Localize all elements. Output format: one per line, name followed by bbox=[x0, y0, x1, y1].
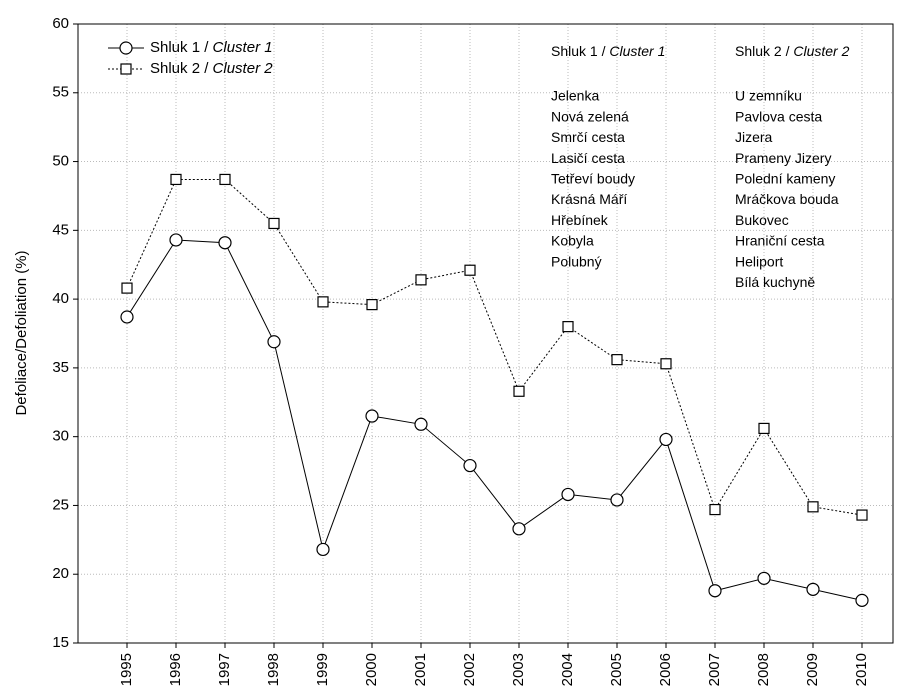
data-point bbox=[562, 321, 574, 333]
data-point bbox=[219, 173, 231, 186]
data-point bbox=[757, 571, 771, 585]
data-point bbox=[611, 354, 623, 366]
y-tick-label: 55 bbox=[52, 84, 69, 101]
y-tick-label: 40 bbox=[52, 290, 69, 307]
data-point bbox=[120, 310, 134, 324]
data-point bbox=[708, 584, 722, 598]
x-tick-label: 2010 bbox=[853, 653, 870, 686]
x-tick-label: 2008 bbox=[755, 653, 772, 686]
annotation-item: Jizera bbox=[735, 129, 773, 145]
data-point bbox=[365, 409, 379, 423]
data-point bbox=[513, 385, 525, 397]
data-point bbox=[855, 593, 869, 607]
data-point bbox=[659, 432, 673, 447]
x-tick-label: 1999 bbox=[314, 653, 331, 686]
annotation-item: Prameny Jizery bbox=[735, 150, 831, 166]
legend-marker bbox=[119, 41, 133, 55]
data-point bbox=[610, 493, 624, 507]
y-tick-label: 25 bbox=[52, 496, 69, 513]
data-point bbox=[218, 236, 232, 250]
x-tick-label: 1995 bbox=[118, 653, 135, 686]
y-tick-label: 60 bbox=[52, 15, 69, 32]
annotation-item: Polubný bbox=[551, 253, 602, 269]
x-tick-label: 2000 bbox=[363, 653, 380, 686]
legend-label: Shluk 1 / Cluster 1 bbox=[150, 39, 273, 56]
data-point bbox=[170, 173, 182, 186]
x-tick-label: 2002 bbox=[461, 653, 478, 686]
data-point bbox=[807, 501, 819, 513]
annotation-item: Pavlova cesta bbox=[735, 108, 822, 124]
y-tick-label: 15 bbox=[52, 634, 69, 651]
annotation-item: Krásná Máří bbox=[551, 191, 627, 207]
annotation-item: Bílá kuchyně bbox=[735, 274, 815, 290]
annotation-item: Nová zelená bbox=[551, 108, 629, 124]
legend-label: Shluk 2 / Cluster 2 bbox=[150, 60, 273, 77]
legend-marker bbox=[120, 63, 132, 75]
y-tick-label: 30 bbox=[52, 428, 69, 445]
data-point bbox=[121, 282, 133, 294]
annotation-item: Lasičí cesta bbox=[551, 150, 625, 166]
annotation-item: Kobyla bbox=[551, 233, 594, 249]
data-point bbox=[366, 299, 378, 311]
data-point bbox=[415, 274, 427, 286]
series-line bbox=[126, 239, 863, 601]
annotation-item: Hřebínek bbox=[551, 212, 609, 228]
data-point bbox=[856, 509, 868, 521]
x-tick-label: 1996 bbox=[167, 653, 184, 686]
annotation-item: Heliport bbox=[735, 253, 783, 269]
annotation-item: Smrčí cesta bbox=[551, 129, 625, 145]
annotation-item: Polední kameny bbox=[735, 171, 835, 187]
annotation-title: Shluk 2 / Cluster 2 bbox=[735, 43, 850, 59]
x-tick-label: 1998 bbox=[265, 653, 282, 686]
x-tick-label: 2003 bbox=[510, 653, 527, 686]
data-point bbox=[414, 417, 428, 431]
data-point bbox=[267, 335, 281, 349]
data-point bbox=[463, 458, 477, 473]
annotation-item: Jelenka bbox=[551, 88, 599, 104]
annotation-item: Mráčkova bouda bbox=[735, 191, 839, 207]
data-point bbox=[268, 217, 280, 230]
data-point bbox=[709, 503, 721, 516]
plot-frame bbox=[77, 23, 894, 644]
x-tick-label: 2005 bbox=[608, 653, 625, 686]
annotation-item: Hraniční cesta bbox=[735, 233, 825, 249]
data-point bbox=[169, 233, 183, 247]
data-point bbox=[464, 264, 476, 276]
y-axis-label: Defoliace/Defoliation (%) bbox=[13, 250, 30, 415]
data-point bbox=[316, 542, 330, 557]
y-tick-label: 20 bbox=[52, 565, 69, 582]
data-point bbox=[317, 296, 329, 308]
x-tick-label: 2006 bbox=[657, 653, 674, 686]
y-tick-label: 35 bbox=[52, 359, 69, 376]
x-tick-label: 2004 bbox=[559, 653, 576, 686]
data-point bbox=[758, 422, 770, 435]
annotation-title: Shluk 1 / Cluster 1 bbox=[551, 43, 665, 59]
data-point bbox=[660, 358, 672, 370]
data-point bbox=[806, 582, 820, 596]
x-tick-label: 2007 bbox=[706, 653, 723, 686]
x-tick-label: 1997 bbox=[216, 653, 233, 686]
data-point bbox=[512, 522, 526, 536]
series-line bbox=[126, 178, 863, 516]
annotation-item: U zemníku bbox=[735, 88, 802, 104]
x-tick-label: 2009 bbox=[804, 653, 821, 686]
annotation-item: Tetřeví boudy bbox=[551, 171, 635, 187]
y-tick-label: 45 bbox=[52, 221, 69, 238]
annotation-item: Bukovec bbox=[735, 212, 789, 228]
x-tick-label: 2001 bbox=[412, 653, 429, 686]
data-point bbox=[561, 487, 575, 502]
y-tick-label: 50 bbox=[52, 153, 69, 170]
